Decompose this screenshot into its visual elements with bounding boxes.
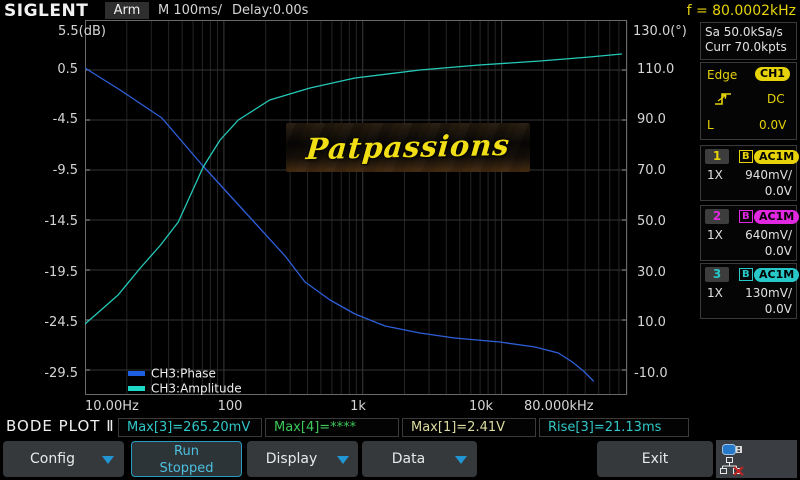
display-button[interactable]: Display: [247, 441, 358, 477]
amplitude-color-swatch: [128, 386, 145, 391]
frequency-readout: f = 80.0002kHz: [686, 3, 796, 19]
phase-color-swatch: [128, 371, 145, 376]
right-axis-title: 130.0(°): [633, 24, 687, 39]
channel-number: 1: [705, 149, 729, 164]
right-tick: -10.0: [634, 366, 668, 381]
run-state-line2: Stopped: [159, 461, 214, 476]
timebase-readout[interactable]: M 100ms/: [158, 3, 222, 18]
channel-number: 3: [705, 267, 729, 282]
channel-offset: 0.0V: [764, 244, 792, 258]
measurement-max4[interactable]: Max[4]=****: [265, 418, 399, 437]
legend-item-amplitude: CH3:Amplitude: [128, 378, 242, 396]
coupling-badge: AC1M: [754, 210, 800, 224]
probe-ratio: 1X: [707, 168, 723, 182]
volts-per-div: 640mV/: [745, 228, 792, 242]
left-tick: 0.5: [57, 62, 78, 77]
x-tick: 10k: [468, 399, 494, 414]
trigger-coupling: DC: [767, 92, 785, 106]
bandwidth-badge: B: [739, 150, 753, 163]
memory-depth: Curr 70.0kpts: [705, 40, 787, 54]
config-button[interactable]: Config: [3, 441, 124, 477]
trigger-level-label: L: [707, 118, 714, 132]
chevron-down-icon: [455, 456, 467, 464]
right-tick: 10.0: [637, 315, 666, 330]
x-tick: 100: [217, 399, 243, 414]
legend-item-phase: CH3:Phase: [128, 363, 242, 381]
x-tick: 80.000kHz: [524, 399, 594, 414]
right-tick: 50.0: [637, 214, 666, 229]
probe-ratio: 1X: [707, 228, 723, 242]
trigger-source-badge: CH1: [755, 67, 790, 81]
x-tick: 1k: [350, 399, 366, 414]
right-tick: 110.0: [637, 62, 675, 77]
left-axis-title: 5.5(dB): [58, 24, 106, 39]
acquisition-info-box: Sa 50.0kSa/s Curr 70.0kpts: [700, 22, 797, 60]
right-tick: 70.0: [637, 163, 666, 178]
measurement-max3[interactable]: Max[3]=265.20mV: [118, 418, 262, 437]
channel-1-box[interactable]: 1 B AC1M 1X 940mV/ 0.0V: [700, 145, 800, 201]
chevron-down-icon: [337, 456, 349, 464]
data-label: Data: [391, 451, 426, 467]
right-tick: 90.0: [637, 112, 666, 127]
siglent-logo: SIGLENT: [4, 1, 89, 21]
measurement-rise3[interactable]: Rise[3]=21.13ms: [539, 418, 689, 437]
run-stopped-button[interactable]: Run Stopped: [131, 441, 242, 477]
run-state-line1: Run: [174, 444, 199, 459]
left-tick: -14.5: [44, 214, 78, 229]
channel-2-box[interactable]: 2 B AC1M 1X 640mV/ 0.0V: [700, 205, 800, 261]
io-status-box[interactable]: [716, 440, 797, 478]
bode-plot-canvas[interactable]: [85, 20, 628, 396]
left-tick: -24.5: [44, 315, 78, 330]
channel-3-box[interactable]: 3 B AC1M 1X 130mV/ 0.0V: [700, 263, 800, 319]
legend-label: CH3:Phase: [151, 366, 216, 381]
exit-label: Exit: [641, 451, 669, 467]
legend-label: CH3:Amplitude: [151, 381, 242, 396]
probe-ratio: 1X: [707, 286, 723, 300]
measurement-max1[interactable]: Max[1]=2.41V: [402, 418, 536, 437]
bandwidth-badge: B: [739, 268, 753, 281]
right-tick: 30.0: [637, 265, 666, 280]
channel-number: 2: [705, 209, 729, 224]
channel-offset: 0.0V: [764, 184, 792, 198]
data-button[interactable]: Data: [362, 441, 477, 477]
bandwidth-badge: B: [739, 210, 753, 223]
left-tick: -19.5: [44, 265, 78, 280]
trigger-type: Edge: [707, 68, 738, 82]
chevron-down-icon: [102, 456, 114, 464]
trigger-level-value: 0.0V: [759, 118, 787, 132]
exit-button[interactable]: Exit: [597, 441, 713, 477]
delay-readout[interactable]: Delay:0.00s: [232, 3, 309, 18]
usb-icon: [722, 444, 742, 455]
lan-disconnected-icon: [720, 457, 744, 476]
left-tick: -4.5: [52, 112, 78, 127]
x-tick: 10.00Hz: [85, 399, 139, 414]
display-label: Display: [265, 451, 318, 467]
watermark-text: Patpassions: [304, 127, 512, 167]
legend: CH3:Phase CH3:Amplitude: [128, 363, 242, 396]
config-label: Config: [30, 451, 75, 467]
acquisition-status-badge: Arm: [105, 2, 149, 19]
left-tick: -29.5: [44, 366, 78, 381]
coupling-badge: AC1M: [754, 150, 800, 164]
coupling-badge: AC1M: [754, 268, 800, 282]
left-tick: -9.5: [52, 163, 78, 178]
volts-per-div: 130mV/: [745, 286, 792, 300]
mode-title: BODE PLOT Ⅱ: [6, 417, 115, 435]
trigger-box[interactable]: Edge CH1 DC L 0.0V: [700, 62, 797, 140]
rising-edge-icon: [715, 93, 731, 105]
channel-offset: 0.0V: [764, 302, 792, 316]
watermark-banner: Patpassions: [286, 123, 530, 172]
volts-per-div: 940mV/: [745, 168, 792, 182]
sample-rate: Sa 50.0kSa/s: [705, 25, 783, 39]
